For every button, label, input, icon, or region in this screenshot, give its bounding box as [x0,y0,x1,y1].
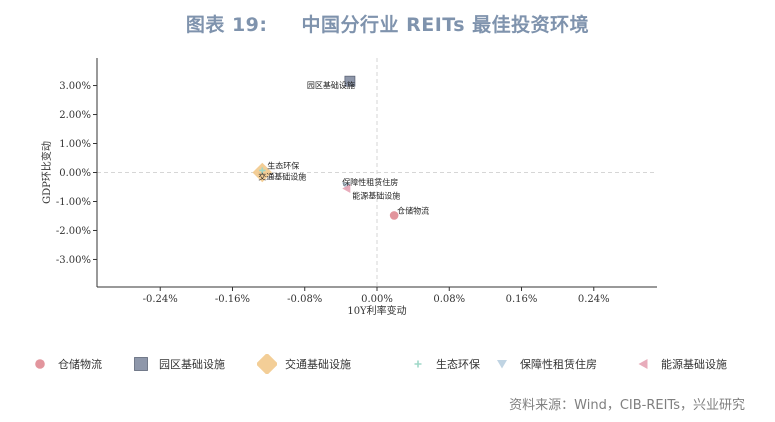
data-label-仓储物流: 仓储物流 [397,205,429,215]
data-point-仓储物流 [389,211,399,220]
x-tick-label: -0.24% [143,294,178,305]
legend-label: 保障性租赁住房 [520,358,597,371]
y-tick-label: 3.00% [59,81,91,92]
source-note: 资料来源：Wind，CIB-REITs，兴业研究 [509,398,745,413]
legend-label: 生态环保 [436,358,480,371]
x-tick-label: 0.08% [433,294,465,305]
data-label-能源基础设施: 能源基础设施 [352,190,400,200]
legend-label: 交通基础设施 [285,358,351,371]
legend-marker [134,357,148,371]
data-label-保障性租赁住房: 保障性租赁住房 [342,177,398,187]
scatter-chart: 3.00% 2.00% 1.00% 0.00% -1.00% -2.00% -3.00% -0… [40,58,657,317]
y-tick-label: -1.00% [56,197,91,208]
legend-label: 能源基础设施 [661,358,727,371]
legend-marker-仓储物流 [35,359,45,369]
legend-marker [257,354,277,374]
legend-item: 生态环保 [408,352,480,376]
legend-item: 能源基础设施 [633,352,727,376]
y-tick-label: 0.00% [59,168,91,179]
chart-legend: 仓储物流 园区基础设施 交通基础设施 生态环保 保障性租赁住房 能源基础设施 [0,352,775,376]
legend-marker-交通基础设施 [257,354,277,374]
legend-item: 仓储物流 [30,352,102,376]
data-point-生态环保 [259,167,266,174]
x-tick-label: 0.24% [578,294,610,305]
legend-marker-能源基础设施 [638,359,648,369]
legend-marker-园区基础设施 [134,357,148,371]
x-tick-label: -0.16% [215,294,250,305]
x-tick-label: 0.16% [506,294,538,305]
data-label-交通基础设施: 交通基础设施 [258,172,306,182]
legend-label: 仓储物流 [58,358,102,371]
legend-marker [35,359,45,369]
legend-marker [497,360,507,369]
data-point-能源基础设施 [342,183,351,193]
y-tick-label: -2.00% [56,226,91,237]
legend-item: 交通基础设施 [257,352,351,376]
chart-title: 图表 19: 中国分行业 REITs 最佳投资环境 [0,10,775,37]
y-tick-label: -3.00% [56,255,91,266]
chart-title-main: 中国分行业 REITs 最佳投资环境 [301,14,590,36]
legend-marker [638,359,648,369]
x-axis-label: 10Y利率变动 [347,304,406,317]
x-tick-label: 0.00% [361,294,393,305]
legend-marker-生态环保 [414,360,422,368]
legend-marker-保障性租赁住房 [497,360,507,369]
y-tick-label: 2.00% [59,110,91,121]
legend-label: 园区基础设施 [159,358,225,371]
data-label-园区基础设施: 园区基础设施 [307,80,355,90]
y-tick-label: 1.00% [59,139,91,150]
legend-marker [414,360,422,368]
legend-item: 园区基础设施 [131,352,225,376]
data-point-园区基础设施 [344,75,356,87]
x-tick-label: -0.08% [287,294,322,305]
chart-title-prefix: 图表 19: [185,14,268,36]
data-label-生态环保: 生态环保 [267,160,299,170]
y-axis-label: GDP环比变动 [40,141,53,204]
legend-item: 保障性租赁住房 [492,352,597,376]
